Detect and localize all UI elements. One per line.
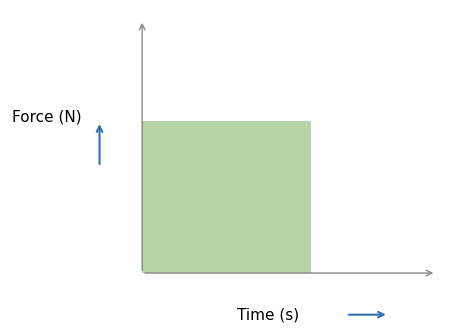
Text: Time (s): Time (s) [237, 307, 299, 322]
FancyBboxPatch shape [142, 121, 311, 273]
Text: Force (N): Force (N) [12, 110, 82, 125]
